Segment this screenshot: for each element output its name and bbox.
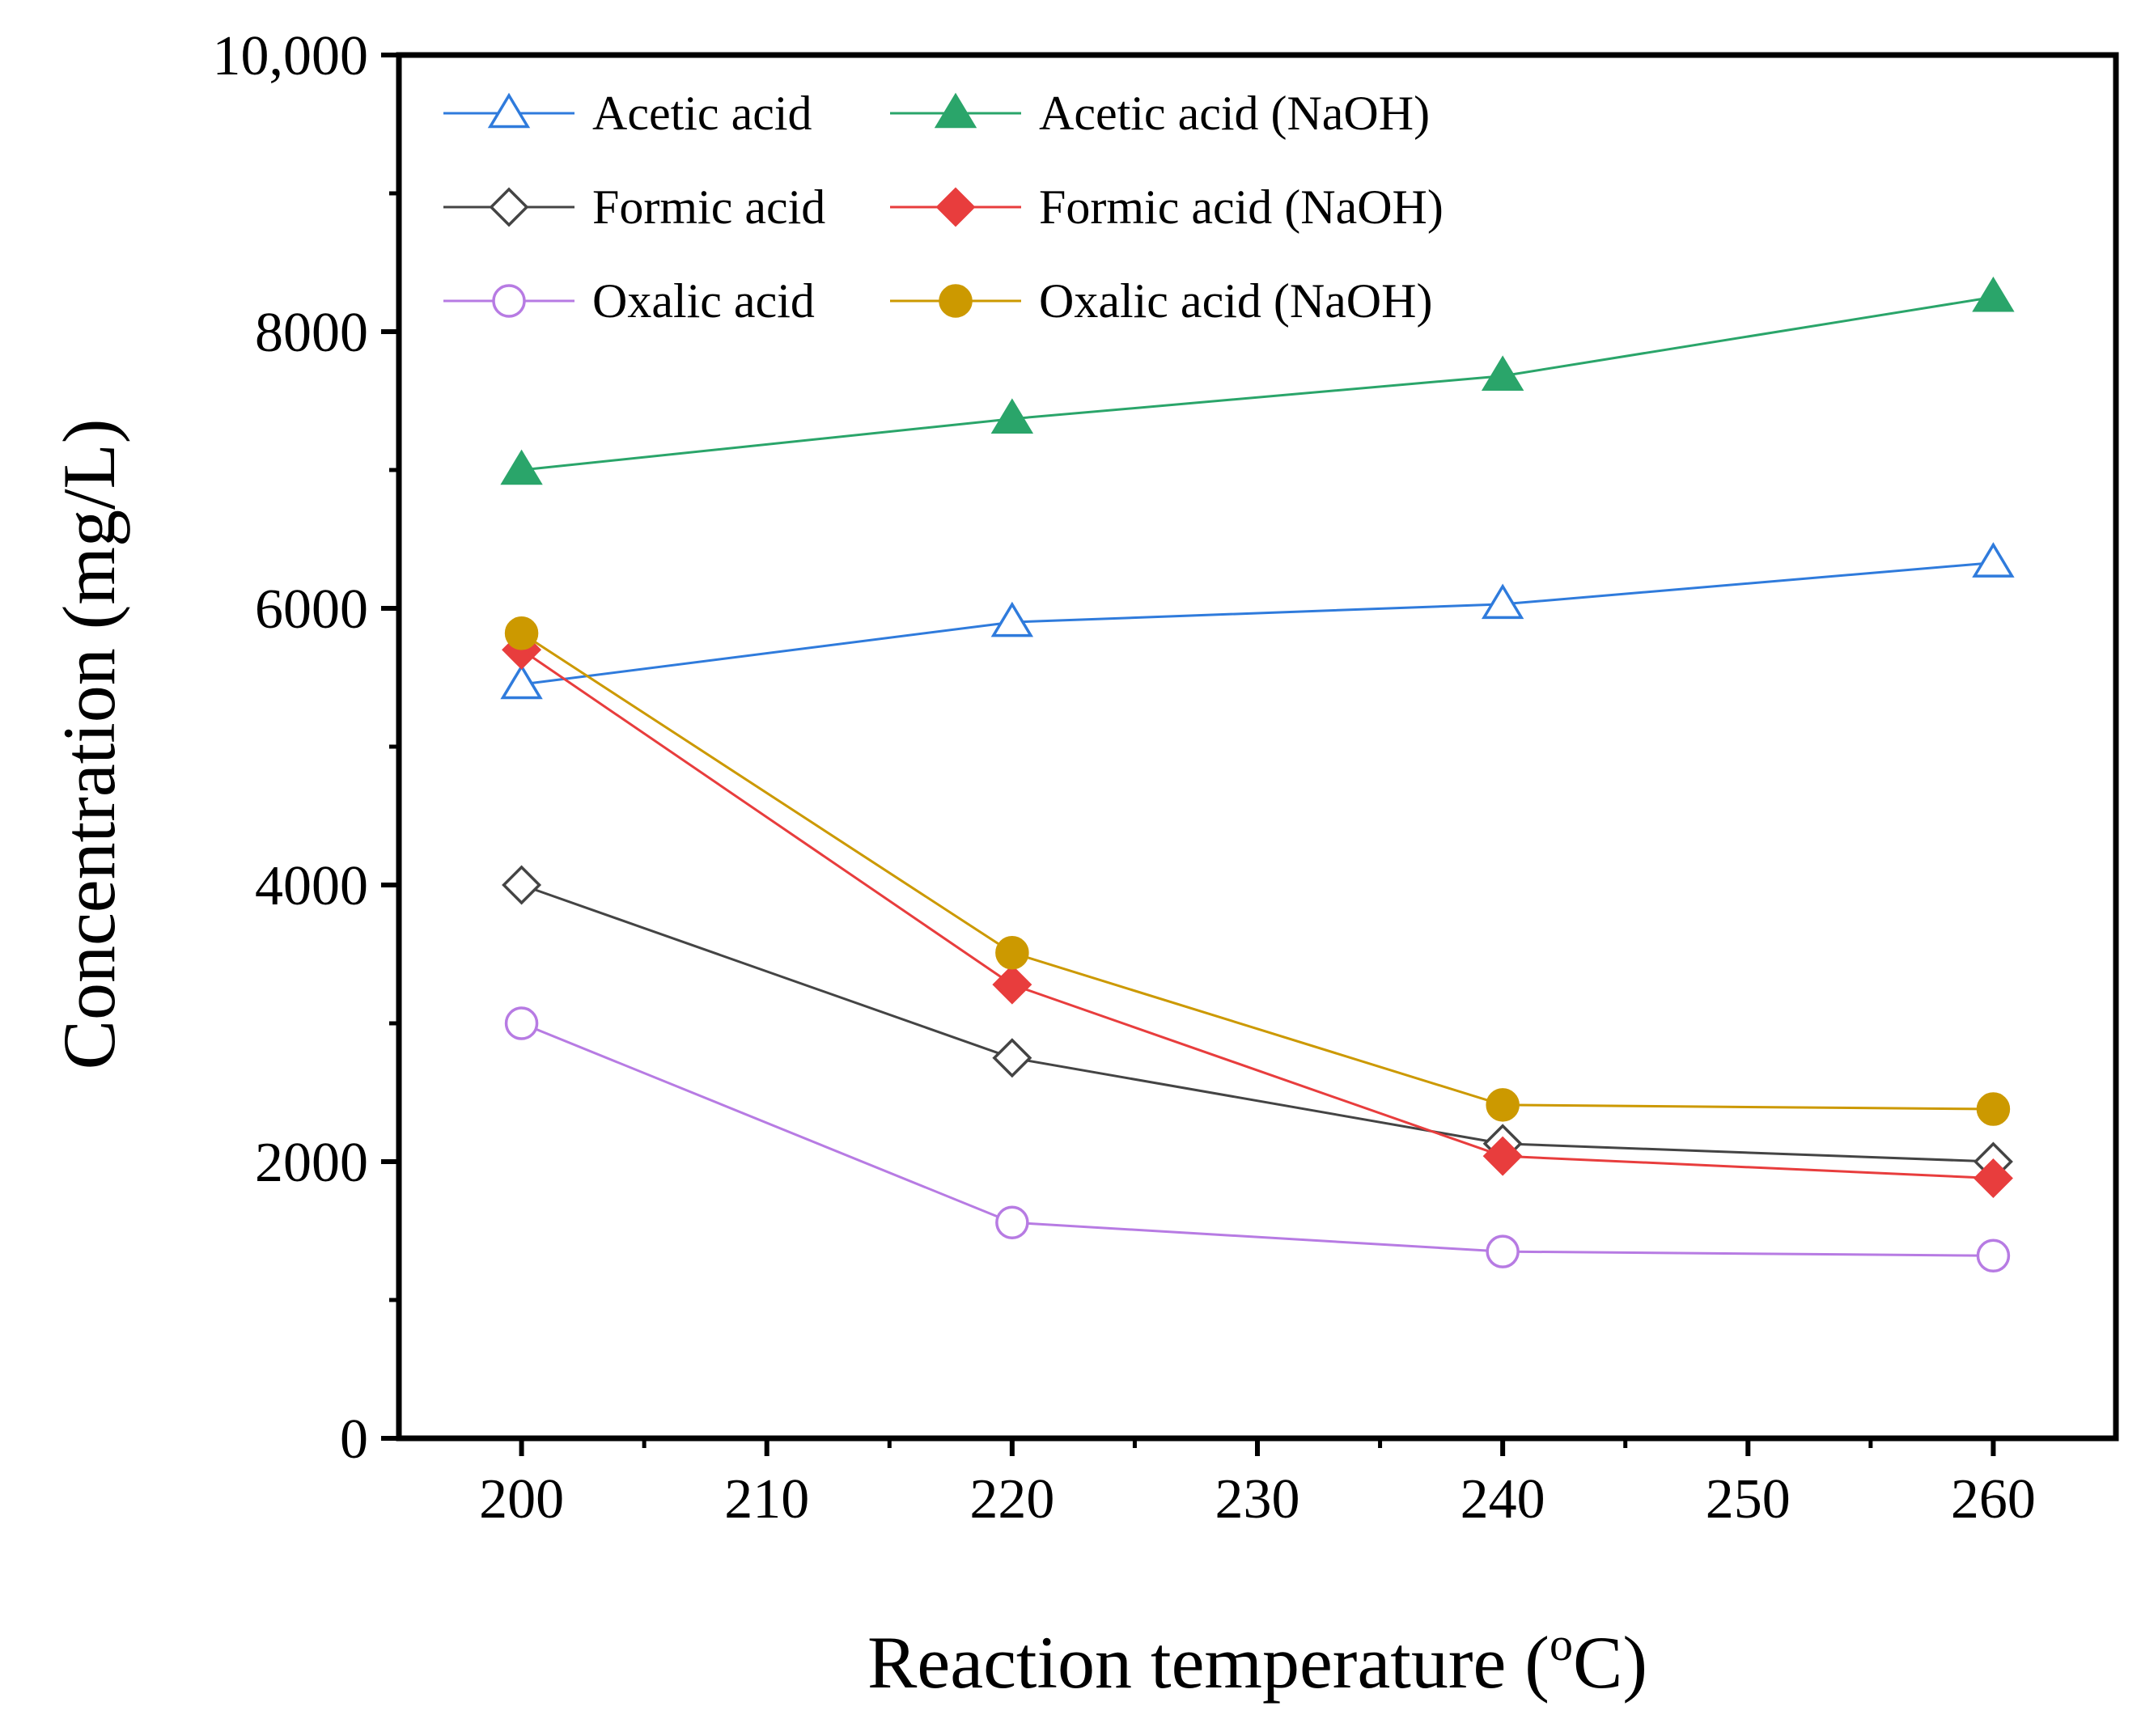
- series-line: [521, 1022, 1994, 1257]
- y-axis-title: Concentration (mg/L): [48, 419, 130, 1070]
- series-oxalic-acid: [504, 1006, 2011, 1273]
- x-axis-title-main: Reaction temperature (: [867, 1621, 1550, 1704]
- x-axis-title: Reaction temperature (oC): [867, 1618, 1647, 1704]
- data-point: [1481, 583, 1524, 620]
- legend-label: Formic acid: [592, 180, 825, 234]
- data-point: [500, 663, 543, 700]
- data-point: [1976, 1092, 2011, 1126]
- series-line: [520, 649, 1994, 1180]
- data-point: [992, 964, 1032, 1005]
- legend-marker: [935, 187, 976, 227]
- series-acetic-acid-naoh: [500, 276, 2015, 485]
- data-point: [1972, 542, 2015, 578]
- data-point: [504, 1006, 539, 1040]
- series-oxalic-acid-naoh: [504, 616, 2011, 1126]
- data-point: [995, 1205, 1029, 1239]
- data-point: [504, 616, 539, 650]
- data-point: [500, 449, 543, 485]
- ticks-layer: 200 210 220 230 240 250 260 0 2000 4000 6000 8000 10…: [213, 25, 2036, 1531]
- legend-item-acetic-acid-naoh: Acetic acid (NaOH): [890, 87, 1430, 140]
- y-tick-label: 4000: [255, 855, 368, 917]
- legend-label: Acetic acid: [592, 87, 812, 140]
- y-tick-label: 0: [340, 1408, 368, 1471]
- data-point: [1972, 276, 2015, 312]
- y-tick-label: 10,000: [213, 25, 369, 87]
- series-line: [521, 883, 1994, 1163]
- series-formic-acid-naoh: [502, 629, 2013, 1198]
- legend-marker: [487, 92, 531, 129]
- data-point: [502, 865, 542, 905]
- legend-item-oxalic-acid: Oxalic acid: [443, 274, 815, 328]
- plot-frame: [396, 52, 2119, 1442]
- series-formic-acid: [502, 865, 2013, 1182]
- x-tick-label: 250: [1706, 1468, 1791, 1531]
- x-tick-label: 260: [1951, 1468, 2036, 1531]
- legend-label: Formic acid (NaOH): [1039, 180, 1444, 234]
- legend-marker: [492, 284, 526, 318]
- x-axis-title-end: C): [1573, 1621, 1647, 1704]
- data-point: [990, 398, 1034, 434]
- data-point: [1486, 1088, 1520, 1122]
- legend-item-formic-acid-naoh: Formic acid (NaOH): [890, 180, 1444, 234]
- data-point: [995, 936, 1029, 970]
- data-point: [992, 1038, 1032, 1078]
- y-tick-label: 2000: [255, 1132, 368, 1194]
- series-line: [520, 632, 1994, 1111]
- legend-marker: [934, 92, 977, 129]
- legend-item-formic-acid: Formic acid: [443, 180, 825, 234]
- plot-layer: [500, 276, 2015, 1273]
- legend-label: Oxalic acid (NaOH): [1039, 274, 1432, 328]
- x-tick-label: 230: [1215, 1468, 1300, 1531]
- x-tick-label: 220: [969, 1468, 1054, 1531]
- legend-item-acetic-acid: Acetic acid: [443, 87, 812, 140]
- data-point: [1482, 1136, 1523, 1176]
- series-line: [521, 295, 1994, 472]
- legend-label: Acetic acid (NaOH): [1039, 87, 1430, 140]
- legend-label: Oxalic acid: [592, 274, 815, 328]
- x-tick-label: 200: [479, 1468, 564, 1531]
- legend-item-oxalic-acid-naoh: Oxalic acid (NaOH): [890, 274, 1432, 328]
- data-point: [1481, 355, 1524, 391]
- series-acetic-acid: [500, 542, 2015, 700]
- legend: Acetic acid Acetic acid (NaOH) Formic acid…: [443, 87, 1444, 328]
- x-tick-label: 240: [1461, 1468, 1545, 1531]
- legend-marker: [489, 187, 529, 227]
- x-tick-label: 210: [724, 1468, 809, 1531]
- legend-marker: [939, 284, 973, 318]
- data-point: [990, 601, 1034, 637]
- y-tick-label: 8000: [255, 302, 368, 364]
- data-point: [1486, 1234, 1520, 1268]
- data-point: [1976, 1238, 2011, 1273]
- y-tick-label: 6000: [255, 578, 368, 641]
- series-line: [521, 561, 1994, 686]
- data-point: [1973, 1158, 2013, 1198]
- x-axis-title-superscript: o: [1550, 1618, 1573, 1670]
